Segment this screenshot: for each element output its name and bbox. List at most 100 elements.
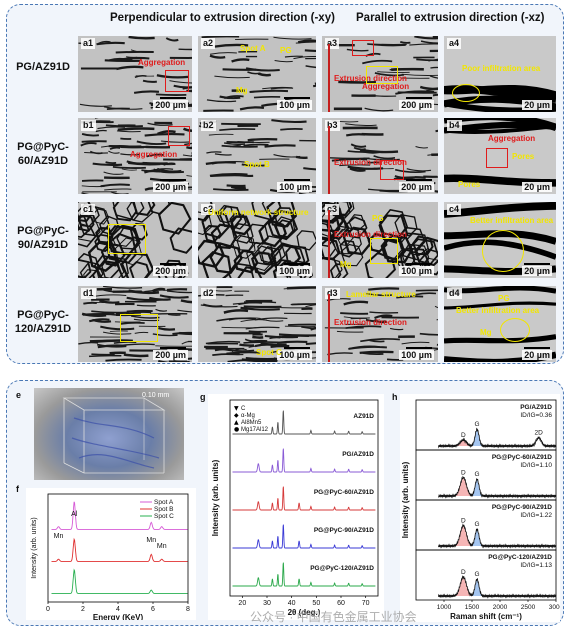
aggregation-box <box>352 40 374 56</box>
scale-bar-label: 100 µm <box>277 266 312 276</box>
micrograph-texture <box>198 36 316 112</box>
legend-entry: Mg17Al12 <box>241 427 269 433</box>
legend-marker: ◆ <box>234 412 239 419</box>
y-axis-label: Intensity (arb. units) <box>31 517 38 578</box>
id-ig-ratio: ID/IG=1.22 <box>520 512 552 519</box>
micrograph-annotation: PG <box>372 214 384 223</box>
tile-label: b1 <box>81 120 96 131</box>
tile-label: c1 <box>81 204 96 215</box>
band-label: D <box>461 470 466 477</box>
micrograph-annotation: Extrusion direction <box>334 230 407 239</box>
scale-bar-label: 20 µm <box>522 182 552 192</box>
raman-d-band-fill <box>449 477 478 496</box>
micrograph-texture <box>444 286 556 362</box>
raman-subplot-frame <box>415 549 557 601</box>
legend-entry: Spot C <box>154 513 174 520</box>
raman-series-line <box>438 427 557 449</box>
legend-entry: Spot B <box>154 506 174 513</box>
chart-f: Spot A Spot B Spot C 0 2 4 6 8 Mn Al Mn Mn Energy (K… <box>26 488 196 622</box>
x-tick-label: 70 <box>362 600 370 607</box>
series-label: AZ91D <box>353 413 374 420</box>
tile-label: d1 <box>81 288 96 299</box>
scale-bar <box>524 347 550 349</box>
x-tick-label: 4 <box>116 606 120 613</box>
tile-label: a1 <box>81 38 96 49</box>
tile-label: a2 <box>201 38 216 49</box>
row-label: PG@PyC-120/AZ91D <box>14 309 72 335</box>
series-label: PG@PyC-60/AZ91D <box>492 454 552 461</box>
micrograph-texture <box>322 118 438 194</box>
micrograph-texture <box>322 202 438 278</box>
scale-bar <box>406 347 432 349</box>
micrograph-tile: c2 100 µm <box>198 202 316 278</box>
row-label: PG@PyC-60/AZ91D <box>17 141 69 167</box>
raman-g-band-fill <box>469 479 485 496</box>
scale-bar-label: 200 µm <box>399 100 434 110</box>
micrograph-annotation: PG <box>280 46 292 55</box>
peak-label: Mn <box>157 543 167 550</box>
micrograph-texture <box>78 118 192 194</box>
infiltration-circle <box>482 230 524 272</box>
series-label: PG@PyC-120/AZ91D <box>488 554 552 561</box>
xrd-series-line <box>232 448 376 473</box>
micrograph-tile: c1 200 µm <box>78 202 192 278</box>
micrograph-tile: b2 100 µm <box>198 118 316 194</box>
extrusion-arrow <box>328 210 330 278</box>
x-axis-label: Energy (KeV) <box>93 613 144 620</box>
band-label: G <box>475 421 480 428</box>
micrograph-tile: c3 100 µm <box>322 202 438 278</box>
id-ig-ratio: ID/IG=1.10 <box>520 462 552 469</box>
x-axis-label: Raman shift (cm⁻¹) <box>450 612 522 621</box>
band-label: D <box>461 518 466 525</box>
raman-d-band-fill <box>449 440 478 446</box>
zoom-box <box>108 224 146 254</box>
scale-bar <box>284 263 310 265</box>
band-label: D <box>461 432 466 439</box>
raman-series-line <box>438 475 557 499</box>
header-parallel: Parallel to extrusion direction (-xz) <box>356 12 545 24</box>
raman-g-band-fill <box>469 579 485 596</box>
header-perpendicular: Perpendicular to extrusion direction (-x… <box>110 12 335 24</box>
legend-entry: α-Mg <box>241 413 255 419</box>
peak-label: Al <box>71 511 78 518</box>
scale-bar-label: 200 µm <box>153 100 188 110</box>
micrograph-annotation: Aggregation <box>362 82 410 91</box>
xrd-series-line <box>232 410 376 435</box>
row-label: PG/AZ91D <box>16 61 70 73</box>
raman-series-line <box>438 575 557 599</box>
raman-series-line <box>438 523 557 549</box>
micrograph-texture <box>322 286 438 362</box>
eds-series-line <box>51 537 188 562</box>
micrograph-annotation: Poor infiltration area <box>462 64 541 73</box>
aggregation-box <box>380 160 404 180</box>
x-tick-label: 1500 <box>465 604 480 611</box>
x-tick-label: 3000 <box>549 604 560 611</box>
xrd-series-line <box>232 524 376 549</box>
raman-d-band-fill <box>449 577 478 596</box>
scale-bar <box>524 97 550 99</box>
id-ig-ratio: ID/IG=0.36 <box>520 412 552 419</box>
plot-frame <box>229 399 379 597</box>
scale-bar-label: 100 µm <box>277 350 312 360</box>
band-label: 2D <box>534 430 543 437</box>
legend-marker: ▼ <box>234 405 239 412</box>
scale-bar-label: 100 µm <box>277 182 312 192</box>
series-label: PG@PyC-60/AZ91D <box>314 489 374 496</box>
micrograph-texture <box>78 286 192 362</box>
x-tick-label: 20 <box>238 600 246 607</box>
micrograph-annotation: Spot A <box>240 44 266 53</box>
micrograph-annotation: Better infiltration area <box>456 306 540 315</box>
micrograph-tile: b3 200 µm <box>322 118 438 194</box>
x-tick-label: 0 <box>46 606 50 613</box>
series-label: PG@PyC-90/AZ91D <box>314 527 374 534</box>
xrd-series-line <box>232 562 376 587</box>
micrograph-annotation: Mg <box>340 260 352 269</box>
micrograph-annotation: Spot B <box>244 160 270 169</box>
scale-bar-label: 100 µm <box>399 350 434 360</box>
infiltration-circle <box>500 318 530 342</box>
series-label: PG@PyC-90/AZ91D <box>492 504 552 511</box>
micrograph-annotation: Uniform network structure <box>208 208 309 217</box>
micrograph-annotation: Pores <box>458 180 481 189</box>
scale-bar <box>524 263 550 265</box>
micrograph-annotation: PG <box>498 294 510 303</box>
